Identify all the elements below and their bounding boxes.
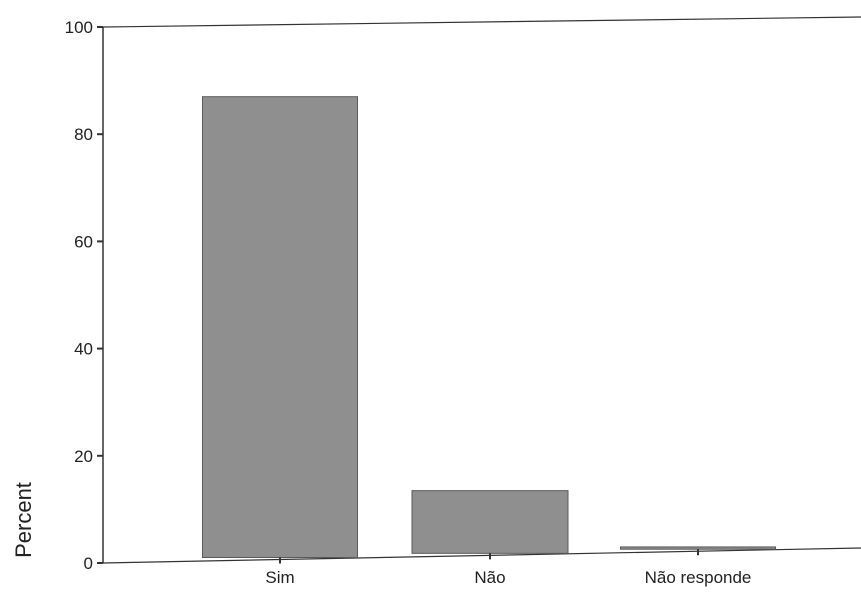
y-tick-label: 40 — [74, 340, 93, 359]
y-axis-label: Percent — [11, 482, 36, 558]
y-axis: 0 20 40 60 80 100 — [65, 18, 103, 573]
plot-frame — [102, 16, 861, 564]
y-tick-label: 60 — [74, 232, 93, 251]
y-tick-label: 80 — [74, 125, 93, 144]
y-tick-label: 20 — [74, 447, 93, 466]
y-tick-label: 0 — [84, 554, 93, 573]
bar-n-o — [411, 490, 569, 554]
x-axis-line — [102, 547, 861, 564]
bar-n-o-responde — [620, 546, 776, 550]
bar-sim — [202, 96, 358, 558]
plot-top-border — [102, 16, 861, 28]
x-axis: Sim Não Não responde — [265, 549, 751, 587]
x-tick-label: Não — [474, 568, 505, 587]
x-tick-label: Sim — [265, 568, 294, 587]
y-tick-label: 100 — [65, 18, 93, 37]
x-tick-label: Não responde — [645, 568, 752, 587]
bars — [202, 96, 776, 558]
